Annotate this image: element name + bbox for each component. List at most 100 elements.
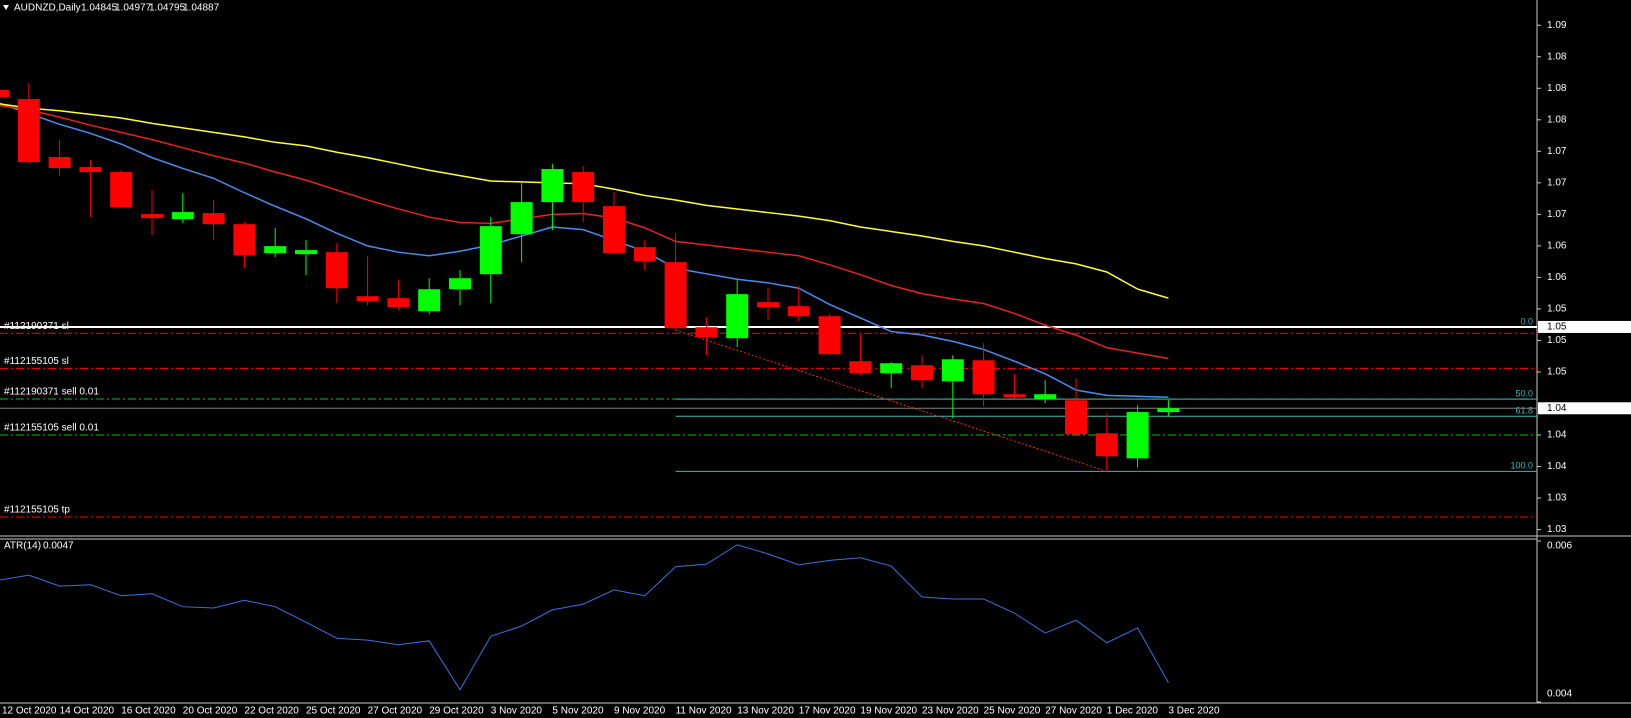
candle-body (911, 365, 933, 381)
fibo-label: 0.0 (1520, 316, 1533, 326)
y-tick-label: 1.03 (1547, 493, 1567, 504)
fibo-label: 100.0 (1510, 461, 1533, 471)
candle-body (757, 302, 779, 308)
candle-body (633, 247, 656, 262)
x-tick-label: 13 Nov 2020 (737, 706, 794, 717)
y-tick-label: 0.004 (1547, 689, 1572, 700)
indicator-line (0, 544, 1169, 691)
candle-body (1003, 394, 1026, 398)
ohlc-close: 1.04887 (183, 3, 220, 14)
candle-body (202, 213, 225, 225)
price-tag-label: 1.05 (1547, 322, 1567, 333)
fibo-label: 50.0 (1515, 388, 1533, 398)
menu-arrow[interactable] (3, 5, 9, 10)
x-tick-label: 3 Dec 2020 (1168, 706, 1220, 717)
candle-body (972, 360, 995, 395)
candle-body (572, 172, 595, 203)
candle-body (325, 252, 348, 289)
candle-body (1157, 408, 1180, 413)
candle-body (418, 289, 441, 312)
y-tick-label: 1.03 (1547, 524, 1567, 535)
moving-average (0, 102, 1169, 398)
candle-body (387, 298, 410, 308)
order-label: #112155105 sell 0.01 (4, 423, 99, 434)
candle-body (1065, 400, 1087, 435)
price-tag-label: 1.04 (1547, 403, 1567, 414)
x-tick-label: 12 Oct 2020 (2, 706, 57, 717)
ohlc-low: 1.04795 (149, 3, 186, 14)
candle-body (818, 316, 841, 355)
ohlc-high: 1.04977 (115, 3, 152, 14)
x-tick-label: 27 Oct 2020 (368, 706, 423, 717)
y-tick-label: 1.09 (1547, 20, 1567, 31)
candle-body (695, 327, 718, 338)
x-tick-label: 22 Oct 2020 (244, 706, 299, 717)
candle-body (264, 246, 287, 254)
candle-body (479, 226, 502, 275)
candle-body (510, 202, 533, 235)
order-label: #112155105 tp (4, 505, 70, 516)
candle-body (541, 169, 564, 203)
y-tick-label: 1.06 (1547, 241, 1567, 252)
candle-body (1126, 412, 1149, 459)
candle-body (356, 296, 379, 302)
y-tick-label: 1.05 (1547, 304, 1567, 315)
y-tick-label: 1.07 (1547, 146, 1567, 157)
candle-body (171, 212, 194, 220)
candle-body (79, 167, 102, 173)
x-tick-label: 25 Oct 2020 (306, 706, 361, 717)
x-tick-label: 5 Nov 2020 (552, 706, 604, 717)
y-tick-label: 1.08 (1547, 114, 1567, 125)
y-tick-label: 1.08 (1547, 83, 1567, 94)
x-tick-label: 16 Oct 2020 (121, 706, 176, 717)
y-tick-label: 1.04 (1547, 461, 1567, 472)
candle-body (141, 214, 163, 219)
indicator-value: 0.0047 (43, 541, 74, 552)
candle-body (1095, 433, 1118, 457)
candle-body (0, 90, 9, 98)
x-tick-label: 25 Nov 2020 (984, 706, 1041, 717)
y-tick-label: 1.05 (1547, 335, 1567, 346)
y-tick-label: 0.006 (1547, 541, 1572, 552)
y-tick-label: 1.07 (1547, 209, 1567, 220)
candle-body (849, 361, 872, 374)
x-tick-label: 3 Nov 2020 (491, 706, 543, 717)
y-tick-label: 1.05 (1547, 367, 1567, 378)
candle-body (17, 99, 40, 163)
y-tick-label: 1.04 (1547, 430, 1567, 441)
candle-body (233, 224, 256, 256)
x-tick-label: 19 Nov 2020 (860, 706, 917, 717)
y-tick-label: 1.08 (1547, 51, 1567, 62)
x-tick-label: 9 Nov 2020 (614, 706, 666, 717)
x-tick-label: 27 Nov 2020 (1045, 706, 1102, 717)
candle-body (941, 359, 964, 382)
x-tick-label: 29 Oct 2020 (429, 706, 484, 717)
price-tag (1538, 320, 1631, 333)
candle-body (664, 262, 687, 329)
fibo-label: 61.8 (1515, 406, 1533, 416)
order-label: #112190371 sell 0.01 (4, 387, 99, 398)
candle-body (880, 363, 903, 374)
x-tick-label: 17 Nov 2020 (799, 706, 856, 717)
candle-body (726, 294, 749, 339)
chart-title: AUDNZD,Daily (14, 3, 81, 14)
x-tick-label: 20 Oct 2020 (183, 706, 238, 717)
candle-body (1034, 394, 1057, 400)
x-tick-label: 1 Dec 2020 (1107, 706, 1159, 717)
candle-body (787, 306, 810, 317)
candle-body (110, 172, 133, 208)
candle-body (295, 250, 317, 255)
x-tick-label: 11 Nov 2020 (676, 706, 732, 717)
candle-body (449, 278, 471, 290)
price-tag (1538, 402, 1631, 415)
y-tick-label: 1.06 (1547, 272, 1567, 283)
indicator-title: ATR(14) (4, 541, 41, 552)
candle-body (603, 206, 625, 254)
x-tick-label: 14 Oct 2020 (60, 706, 115, 717)
y-tick-label: 1.07 (1547, 177, 1567, 188)
candle-body (48, 157, 71, 169)
order-label: #112155105 sl (4, 356, 69, 367)
ohlc-open: 1.04845 (81, 3, 118, 14)
